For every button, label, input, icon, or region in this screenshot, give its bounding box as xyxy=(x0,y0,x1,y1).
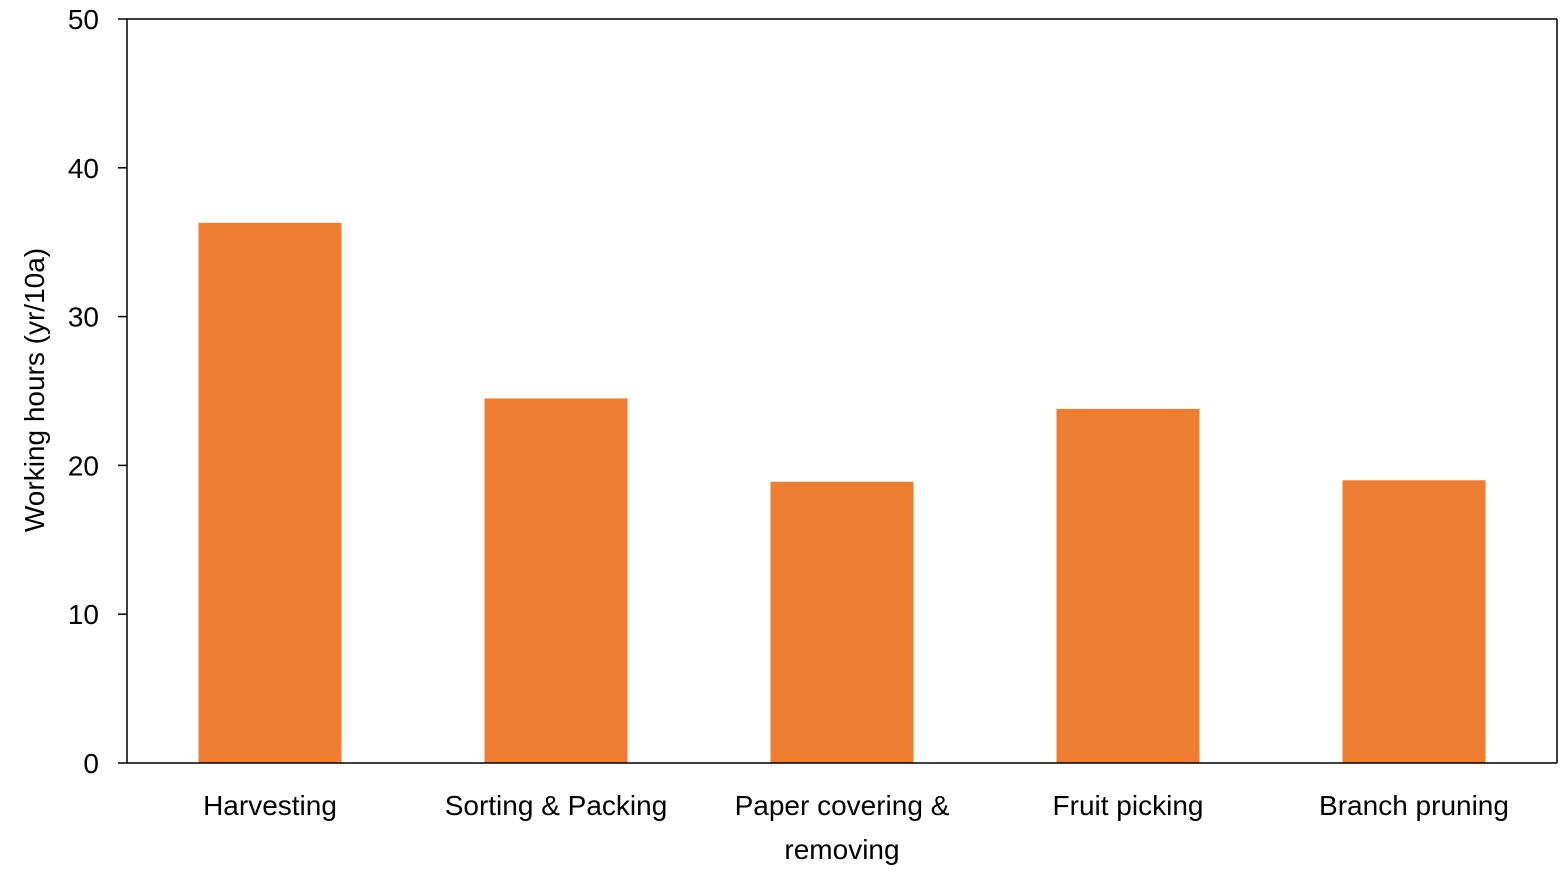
bar-2 xyxy=(770,481,914,763)
labels-layer: 0 10 20 30 40 50 Harvesting Sorting & Packing Pa… xyxy=(68,4,1509,865)
y-axis-title: Working hours (yr/10a) xyxy=(19,248,50,532)
axes-layer xyxy=(118,18,1558,764)
bar-3 xyxy=(1056,408,1200,763)
y-tick-label-3: 30 xyxy=(68,302,99,333)
y-tick-label-1: 10 xyxy=(68,599,99,630)
y-tick-label-5: 50 xyxy=(68,4,99,35)
bars-layer xyxy=(198,222,1486,763)
y-tick-label-4: 40 xyxy=(68,153,99,184)
bar-0 xyxy=(198,222,342,763)
bar-4 xyxy=(1342,480,1486,763)
x-category-label-4: Branch pruning xyxy=(1319,790,1509,821)
x-category-label-0: Harvesting xyxy=(203,790,337,821)
x-category-label-2: Paper covering & removing xyxy=(735,790,950,865)
bar-1 xyxy=(484,398,628,763)
y-tick-label-0: 0 xyxy=(83,748,99,779)
x-category-label-1: Sorting & Packing xyxy=(445,790,668,821)
x-category-label-3: Fruit picking xyxy=(1053,790,1204,821)
y-tick-label-2: 20 xyxy=(68,450,99,481)
